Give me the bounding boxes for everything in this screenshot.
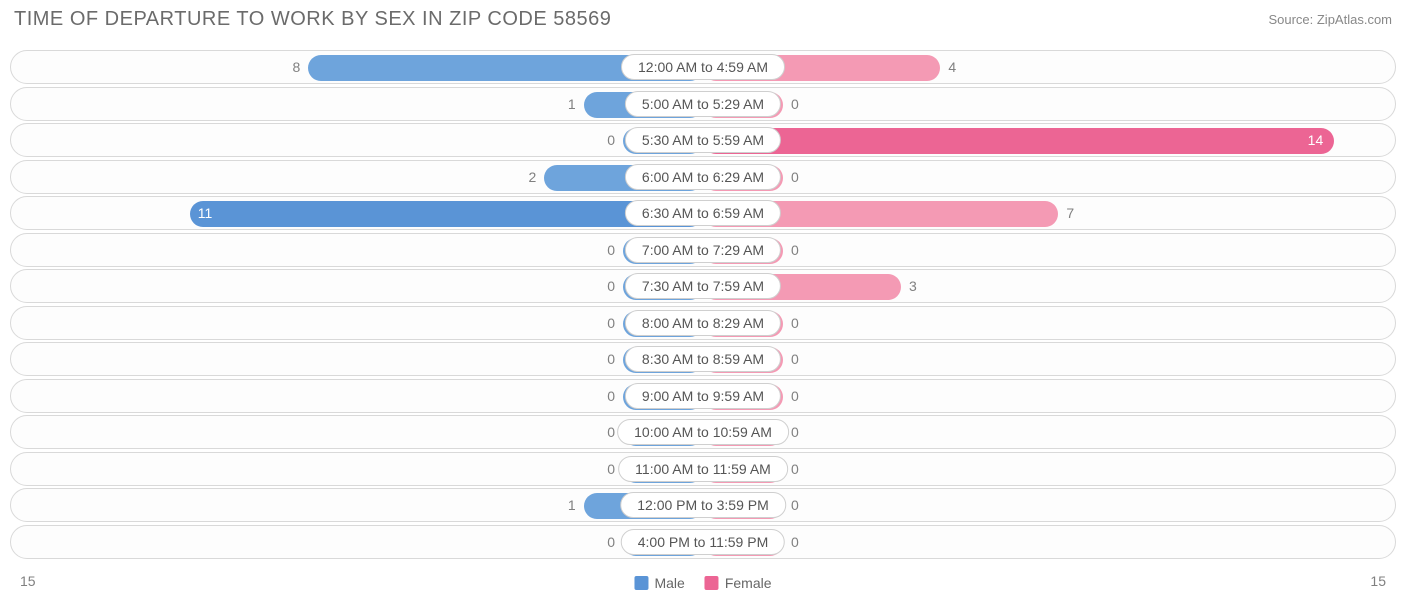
chart-row: 7:00 AM to 7:29 AM 0 0 bbox=[10, 233, 1396, 267]
male-value: 11 bbox=[198, 205, 213, 221]
male-value: 0 bbox=[607, 278, 615, 294]
chart-row: 7:30 AM to 7:59 AM 0 3 bbox=[10, 269, 1396, 303]
row-category-label: 8:30 AM to 8:59 AM bbox=[625, 346, 781, 372]
chart-row: 8:30 AM to 8:59 AM 0 0 bbox=[10, 342, 1396, 376]
chart-row: 5:00 AM to 5:29 AM 1 0 bbox=[10, 87, 1396, 121]
male-swatch-icon bbox=[634, 576, 648, 590]
male-value: 2 bbox=[529, 169, 537, 185]
chart-row: 6:00 AM to 6:29 AM 2 0 bbox=[10, 160, 1396, 194]
chart-row: 12:00 PM to 3:59 PM 1 0 bbox=[10, 488, 1396, 522]
row-category-label: 7:30 AM to 7:59 AM bbox=[625, 273, 781, 299]
male-value: 0 bbox=[607, 534, 615, 550]
row-category-label: 5:00 AM to 5:29 AM bbox=[625, 91, 781, 117]
chart-row: 10:00 AM to 10:59 AM0 0 bbox=[10, 415, 1396, 449]
male-value: 1 bbox=[568, 497, 576, 513]
row-category-label: 8:00 AM to 8:29 AM bbox=[625, 310, 781, 336]
female-value: 4 bbox=[948, 59, 956, 75]
female-value: 0 bbox=[791, 497, 799, 513]
legend-female: Female bbox=[705, 575, 772, 591]
chart-footer: 15 Male Female 15 bbox=[0, 567, 1406, 591]
female-value: 0 bbox=[791, 351, 799, 367]
row-category-label: 7:00 AM to 7:29 AM bbox=[625, 237, 781, 263]
legend-male: Male bbox=[634, 575, 684, 591]
female-value: 0 bbox=[791, 461, 799, 477]
female-value: 0 bbox=[791, 534, 799, 550]
chart-row: 11:00 AM to 11:59 AM0 0 bbox=[10, 452, 1396, 486]
female-value: 0 bbox=[791, 242, 799, 258]
male-value: 0 bbox=[607, 388, 615, 404]
male-value: 0 bbox=[607, 132, 615, 148]
row-category-label: 5:30 AM to 5:59 AM bbox=[625, 127, 781, 153]
chart-row: 12:00 AM to 4:59 AM 8 4 bbox=[10, 50, 1396, 84]
row-category-label: 10:00 AM to 10:59 AM bbox=[617, 419, 789, 445]
row-category-label: 4:00 PM to 11:59 PM bbox=[621, 529, 785, 555]
male-value: 0 bbox=[607, 351, 615, 367]
female-value: 0 bbox=[791, 96, 799, 112]
row-category-label: 11:00 AM to 11:59 AM bbox=[618, 456, 788, 482]
row-category-label: 6:30 AM to 6:59 AM bbox=[625, 200, 781, 226]
female-value: 14 bbox=[1308, 132, 1324, 148]
row-category-label: 12:00 AM to 4:59 AM bbox=[621, 54, 785, 80]
diverging-bar-chart: 12:00 AM to 4:59 AM 8 4 5:00 AM to 5:29 AM 1… bbox=[10, 50, 1396, 565]
legend-male-label: Male bbox=[654, 575, 684, 591]
row-category-label: 12:00 PM to 3:59 PM bbox=[620, 492, 786, 518]
male-value: 0 bbox=[607, 461, 615, 477]
chart-row: 6:30 AM to 6:59 AM 11 7 bbox=[10, 196, 1396, 230]
female-value: 0 bbox=[791, 388, 799, 404]
female-swatch-icon bbox=[705, 576, 719, 590]
legend: Male Female bbox=[634, 575, 771, 591]
chart-row: 4:00 PM to 11:59 PM 0 0 bbox=[10, 525, 1396, 559]
female-value: 0 bbox=[791, 315, 799, 331]
axis-max-left: 15 bbox=[20, 573, 36, 589]
female-value: 0 bbox=[791, 424, 799, 440]
female-value: 7 bbox=[1066, 205, 1074, 221]
chart-title: TIME OF DEPARTURE TO WORK BY SEX IN ZIP … bbox=[14, 8, 611, 31]
female-value: 3 bbox=[909, 278, 917, 294]
axis-max-right: 15 bbox=[1370, 573, 1386, 589]
female-bar bbox=[703, 128, 1334, 154]
male-value: 8 bbox=[293, 59, 301, 75]
legend-female-label: Female bbox=[725, 575, 772, 591]
male-value: 0 bbox=[607, 242, 615, 258]
male-value: 0 bbox=[607, 424, 615, 440]
male-value: 1 bbox=[568, 96, 576, 112]
female-value: 0 bbox=[791, 169, 799, 185]
chart-row: 8:00 AM to 8:29 AM 0 0 bbox=[10, 306, 1396, 340]
chart-row: 9:00 AM to 9:59 AM 0 0 bbox=[10, 379, 1396, 413]
row-category-label: 6:00 AM to 6:29 AM bbox=[625, 164, 781, 190]
source-attribution: Source: ZipAtlas.com bbox=[1268, 12, 1392, 27]
row-category-label: 9:00 AM to 9:59 AM bbox=[625, 383, 781, 409]
chart-row: 5:30 AM to 5:59 AM 0 14 bbox=[10, 123, 1396, 157]
male-value: 0 bbox=[607, 315, 615, 331]
